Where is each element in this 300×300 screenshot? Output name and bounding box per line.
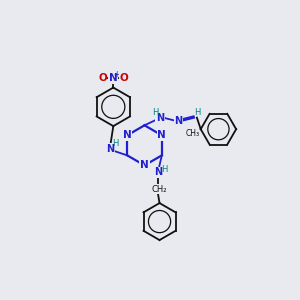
Text: N: N <box>123 130 131 140</box>
Text: O: O <box>120 73 128 83</box>
Text: N: N <box>109 73 118 83</box>
Text: N: N <box>106 144 114 154</box>
Text: O: O <box>98 73 107 83</box>
Text: N: N <box>156 112 164 123</box>
Text: H: H <box>161 165 167 174</box>
Text: H: H <box>112 139 119 148</box>
Text: N: N <box>158 130 166 140</box>
Text: CH₂: CH₂ <box>151 185 167 194</box>
Text: H: H <box>152 108 158 117</box>
Text: N: N <box>140 160 149 170</box>
Text: H: H <box>194 108 200 117</box>
Text: +: + <box>113 70 120 79</box>
Text: N: N <box>154 167 162 177</box>
Text: CH₃: CH₃ <box>186 129 200 138</box>
Text: N: N <box>174 116 182 126</box>
